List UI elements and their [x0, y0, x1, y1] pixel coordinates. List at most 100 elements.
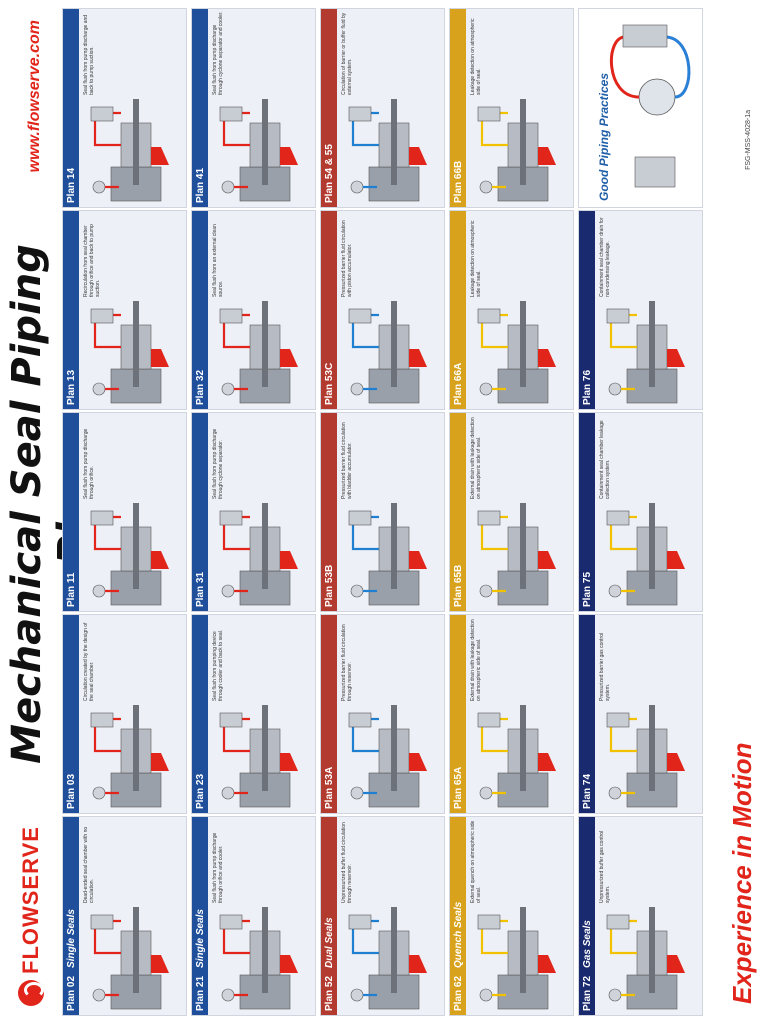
- plan-card[interactable]: Plan 14 Seal flush from pump discharge an…: [62, 8, 187, 208]
- plan-card[interactable]: Plan 53A Pressurized barrier fluid circul…: [320, 614, 445, 814]
- auxiliary-component: [219, 510, 243, 526]
- plan-card[interactable]: Plan 66B Leakage detection on atmospheric…: [449, 8, 574, 208]
- plan-number: Plan 66A: [452, 362, 464, 405]
- what-text: Circulation created by the design of the…: [83, 622, 95, 701]
- what-text: Unpressurized buffer fluid circulation t…: [341, 822, 353, 903]
- plan-card[interactable]: Plan 31 Seal flush from pump discharge th…: [191, 412, 316, 612]
- pressure-gauge-icon: [608, 382, 622, 396]
- auxiliary-component: [348, 308, 372, 324]
- seal-diagram: [606, 705, 685, 808]
- plan-card[interactable]: Plan 65A External drain with leakage dete…: [449, 614, 574, 814]
- plan-row: Plan 02 Single Seals Dead-ended seal chamb…: [62, 8, 187, 1016]
- pressure-gauge-icon: [350, 786, 364, 800]
- what-text: Circulation of barrier or buffer fluid b…: [341, 12, 353, 95]
- plan-card[interactable]: Plan 62 Quench Seals External quench on at…: [449, 816, 574, 1016]
- plan-header: Plan 21 Single Seals: [192, 817, 208, 1015]
- plan-body: Circulation created by the design of the…: [79, 614, 187, 813]
- auxiliary-component: [219, 914, 243, 930]
- seal-diagram: [477, 301, 556, 404]
- seal-diagram: [348, 301, 427, 404]
- plan-card[interactable]: Plan 11 Seal flush from pump discharge th…: [62, 412, 187, 612]
- shaft: [262, 503, 268, 589]
- auxiliary-component: [219, 712, 243, 728]
- plan-card[interactable]: Plan 13 Recirculation from seal chamber t…: [62, 210, 187, 410]
- cooler-icon: [634, 156, 676, 188]
- plan-number: Plan 11: [65, 572, 77, 607]
- plan-number: Plan 66B: [452, 160, 464, 203]
- seal-face: [538, 955, 556, 973]
- seal-diagram: [606, 301, 685, 404]
- seal-face: [667, 349, 685, 367]
- shaft: [520, 705, 526, 791]
- auxiliary-component: [348, 106, 372, 122]
- plan-row: Plan 52 Dual Seals Unpressurized buffer fl…: [320, 8, 445, 1016]
- pressure-gauge-icon: [221, 786, 235, 800]
- plan-card[interactable]: Plan 53B Pressurized barrier fluid circul…: [320, 412, 445, 612]
- plan-header: Plan 74: [579, 615, 595, 813]
- plan-card[interactable]: Plan 66A Leakage detection on atmospheric…: [449, 210, 574, 410]
- plan-header: Plan 53C: [321, 211, 337, 409]
- plan-body: Dead-ended seal chamber with no circulat…: [79, 816, 187, 1015]
- plan-card[interactable]: Plan 03 Circulation created by the design…: [62, 614, 187, 814]
- what-text: Seal flush from pump discharge through o…: [212, 832, 224, 903]
- plan-card[interactable]: Good Piping Practices: [578, 8, 703, 208]
- plan-notes: Seal flush from pump discharge through c…: [212, 11, 312, 95]
- seal-face: [280, 349, 298, 367]
- seal-face: [409, 147, 427, 165]
- plan-card[interactable]: Plan 53C Pressurized barrier fluid circul…: [320, 210, 445, 410]
- pressure-gauge-icon: [350, 988, 364, 1002]
- what-text: Containment seal chamber leakage collect…: [599, 420, 611, 499]
- what-text: External drain with leakage detection on…: [470, 619, 482, 701]
- plan-card[interactable]: Plan 21 Single Seals Seal flush from pump …: [191, 816, 316, 1016]
- seal-face: [538, 753, 556, 771]
- plan-body: External drain with leakage detection on…: [466, 614, 574, 813]
- plan-body: Leakage detection on atmospheric side of…: [466, 8, 574, 207]
- plan-header: Plan 23: [192, 615, 208, 813]
- shaft: [133, 907, 139, 993]
- brand-logo[interactable]: FLOWSERVE: [18, 826, 44, 1006]
- auxiliary-component: [477, 914, 501, 930]
- seal-diagram: [477, 99, 556, 202]
- plan-header: Plan 11: [63, 413, 79, 611]
- plan-card[interactable]: Plan 54 & 55 Circulation of barrier or bu…: [320, 8, 445, 208]
- plan-notes: Seal flush from an external clean source…: [212, 213, 312, 297]
- plan-notes: Leakage detection on atmospheric side of…: [470, 11, 570, 95]
- plan-card[interactable]: Plan 65B External drain with leakage dete…: [449, 412, 574, 612]
- seal-diagram: [90, 705, 169, 808]
- website-link[interactable]: www.flowserve.com: [26, 20, 43, 173]
- what-text: Unpressurized buffer gas control system.: [599, 830, 611, 903]
- seal-face: [280, 551, 298, 569]
- shaft: [262, 99, 268, 185]
- plan-card[interactable]: Plan 76 Containment seal chamber drain fo…: [578, 210, 703, 410]
- what-text: Pressurized barrier fluid circulation wi…: [341, 422, 353, 499]
- plan-card[interactable]: Plan 52 Dual Seals Unpressurized buffer fl…: [320, 816, 445, 1016]
- plan-card[interactable]: Plan 32 Seal flush from an external clean…: [191, 210, 316, 410]
- plan-number: Plan 21: [194, 975, 206, 1011]
- seal-face: [538, 349, 556, 367]
- plan-body: External quench on atmospheric side of s…: [466, 816, 574, 1015]
- plan-number: Plan 03: [65, 773, 77, 809]
- plan-notes: Pressurized barrier fluid circulation th…: [341, 617, 441, 701]
- pressure-gauge-icon: [350, 180, 364, 194]
- document-number: FSG-MSS-4028-1a: [745, 110, 752, 170]
- what-text: External quench on atmospheric side of s…: [470, 820, 482, 903]
- pressure-gauge-icon: [479, 180, 493, 194]
- pressure-gauge-icon: [221, 988, 235, 1002]
- plan-notes: Pressurized barrier fluid circulation wi…: [341, 213, 441, 297]
- shaft: [649, 301, 655, 387]
- what-text: Seal flush from pump discharge through o…: [83, 428, 95, 499]
- plan-card[interactable]: Plan 72 Gas Seals Unpressurized buffer gas…: [578, 816, 703, 1016]
- plan-card[interactable]: Plan 02 Single Seals Dead-ended seal chamb…: [62, 816, 187, 1016]
- plan-card[interactable]: Plan 41 Seal flush from pump discharge th…: [191, 8, 316, 208]
- plan-card[interactable]: Plan 75 Containment seal chamber leakage …: [578, 412, 703, 612]
- what-text: Seal flush from pump discharge through c…: [212, 428, 224, 499]
- seal-diagram: [477, 705, 556, 808]
- auxiliary-component: [348, 712, 372, 728]
- auxiliary-component: [219, 106, 243, 122]
- plan-card[interactable]: Plan 74 Pressurized barrier gas control s…: [578, 614, 703, 814]
- plan-row: Plan 62 Quench Seals External quench on at…: [449, 8, 574, 1016]
- seal-diagram: [348, 907, 427, 1010]
- plan-header: Plan 62 Quench Seals: [450, 817, 466, 1015]
- plan-number: Plan 54 & 55: [323, 144, 335, 203]
- plan-card[interactable]: Plan 23 Seal flush from pumping device th…: [191, 614, 316, 814]
